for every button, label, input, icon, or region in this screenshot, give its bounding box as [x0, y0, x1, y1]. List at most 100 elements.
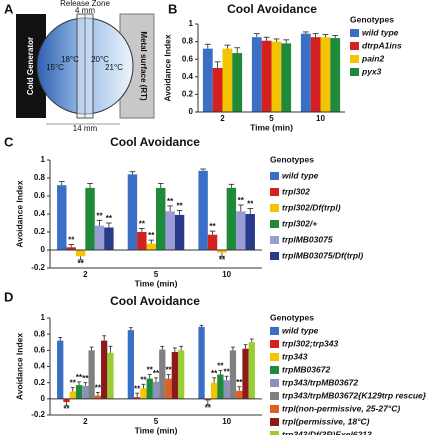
bar — [177, 350, 185, 399]
y-tick-label: 0.4 — [34, 209, 46, 218]
legend-swatch — [270, 252, 279, 260]
significance: ** — [224, 367, 231, 376]
significance: ** — [63, 404, 70, 413]
bar — [229, 350, 237, 399]
panel-label: A — [4, 1, 14, 16]
y-tick-label: 0.4 — [34, 362, 46, 371]
legend-swatch — [270, 236, 279, 244]
bar — [104, 227, 114, 250]
panel-label: D — [4, 289, 13, 304]
metal-surface-label: Metal surface (RT) — [139, 31, 148, 101]
bar — [212, 68, 223, 112]
bar — [251, 37, 262, 113]
legend-swatch — [270, 418, 279, 426]
significance: ** — [238, 196, 245, 205]
y-tick-label: 0.6 — [34, 191, 46, 200]
y-tick-label: 1 — [41, 155, 46, 164]
chart-title: Cool Avoidance — [110, 135, 200, 149]
significance: ** — [176, 202, 183, 211]
release-zone-label: Release Zone — [60, 0, 110, 8]
bar — [137, 232, 147, 250]
bar — [174, 214, 185, 250]
legend-swatch — [270, 392, 279, 400]
x-axis-label: Time (min) — [135, 278, 178, 288]
x-tick-label: 5 — [154, 270, 159, 279]
legend-label: trpl302 — [282, 186, 310, 196]
x-tick-label: 2 — [83, 417, 88, 426]
significance: ** — [217, 362, 224, 371]
x-tick-label: 2 — [83, 270, 88, 279]
zone-width-label: 4 mm — [75, 6, 95, 15]
legend-label: dtrpA1ins — [362, 40, 402, 50]
legend-title: Genotypes — [270, 154, 314, 164]
significance: ** — [247, 200, 254, 209]
bar — [310, 37, 321, 113]
x-tick-label: 5 — [154, 417, 159, 426]
temperature-label: 18°C — [61, 55, 79, 64]
bar — [204, 398, 211, 401]
significance: ** — [209, 222, 216, 231]
legend-swatch — [270, 353, 279, 361]
temperature-label: 20°C — [91, 55, 109, 64]
bar — [94, 395, 102, 399]
bar — [222, 48, 233, 112]
legend-label: trplMB03075/Df(trpl) — [282, 250, 363, 260]
bar — [245, 214, 255, 250]
bar — [159, 349, 166, 399]
y-tick-label: -0.2 — [31, 263, 45, 272]
bar — [94, 225, 105, 250]
x-tick-label: 10 — [222, 270, 231, 279]
y-tick-label: 0.8 — [182, 37, 194, 46]
panel-label: B — [168, 1, 177, 16]
significance: ** — [96, 211, 103, 220]
significance: ** — [153, 369, 160, 378]
legend-label: wild type — [282, 170, 319, 180]
legend-swatch — [270, 366, 279, 374]
legend-swatch — [270, 172, 279, 180]
chart-title: Cool Avoidance — [227, 2, 317, 16]
significance: ** — [95, 383, 102, 392]
legend-swatch — [350, 68, 359, 76]
significance: ** — [106, 214, 113, 223]
legend-label: trp343/trpMB03672{K129trp rescue} — [282, 390, 427, 400]
legend-label: pyx3 — [361, 66, 382, 76]
bar — [140, 388, 147, 399]
bar — [101, 340, 108, 399]
bar — [202, 48, 213, 112]
significance: ** — [82, 374, 89, 383]
y-tick-label: 1 — [41, 313, 46, 322]
significance: ** — [148, 231, 155, 240]
significance: ** — [70, 379, 77, 388]
y-tick-label: 0.6 — [34, 345, 46, 354]
bar — [320, 37, 331, 113]
y-tick-label: 1 — [189, 19, 194, 28]
y-axis-label: Avoidance Index — [14, 180, 24, 248]
bar — [107, 352, 114, 399]
legend-title: Genotypes — [270, 312, 314, 322]
y-tick-label: 0.4 — [182, 72, 194, 81]
chart-title: Cool Avoidance — [110, 294, 200, 308]
bar — [232, 53, 243, 112]
significance: ** — [140, 375, 147, 384]
legend-label: trp343/Df(3R)Exel6213 — [282, 429, 372, 435]
significance: ** — [139, 220, 146, 229]
legend-label: wild type — [362, 27, 399, 37]
significance: ** — [134, 384, 141, 393]
legend-swatch — [270, 431, 279, 435]
bar — [330, 38, 341, 112]
significance: ** — [78, 259, 85, 268]
bar — [165, 378, 172, 399]
legend-label: trplMB03075 — [282, 234, 333, 244]
legend-swatch — [350, 42, 359, 50]
significance: ** — [76, 373, 83, 382]
legend-swatch — [270, 340, 279, 348]
bar — [82, 385, 89, 399]
bar — [198, 170, 208, 250]
bar — [281, 43, 292, 112]
legend-swatch — [270, 405, 279, 413]
legend-title: Genotypes — [350, 14, 394, 24]
x-tick-label: 10 — [222, 417, 231, 426]
y-tick-label: 0 — [189, 107, 194, 116]
legend-swatch — [270, 379, 279, 387]
bar — [198, 326, 205, 399]
